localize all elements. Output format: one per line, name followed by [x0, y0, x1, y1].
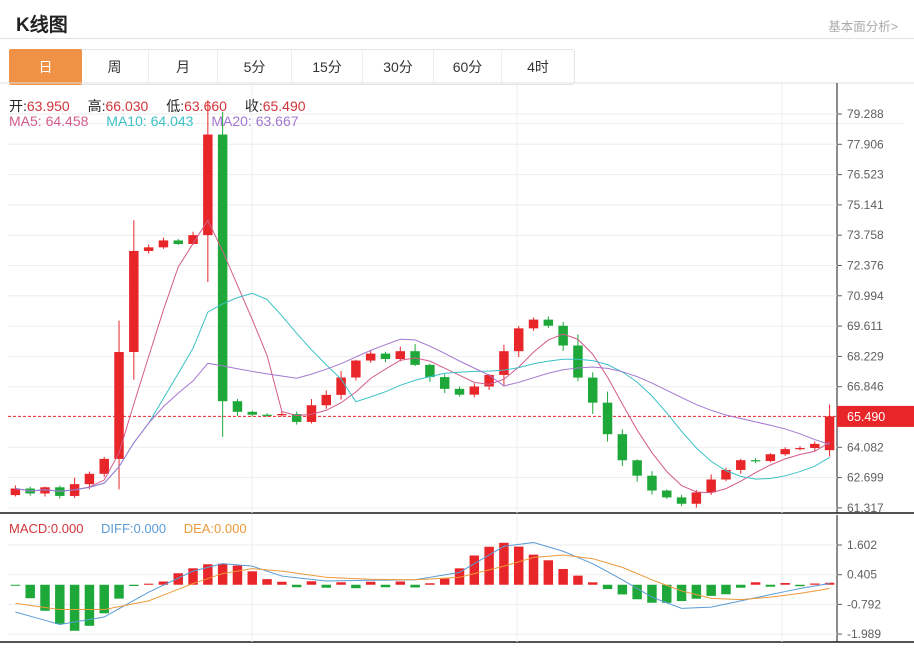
svg-text:68.229: 68.229 — [847, 349, 884, 363]
svg-text:64.082: 64.082 — [847, 440, 884, 454]
svg-text:77.906: 77.906 — [847, 137, 884, 151]
svg-text:61.317: 61.317 — [847, 501, 884, 515]
svg-text:70.994: 70.994 — [847, 289, 884, 303]
svg-text:-1.989: -1.989 — [847, 627, 881, 641]
svg-text:73.758: 73.758 — [847, 228, 884, 242]
svg-text:79.288: 79.288 — [847, 107, 884, 121]
svg-text:-0.792: -0.792 — [847, 597, 881, 611]
svg-text:62.699: 62.699 — [847, 471, 884, 485]
svg-text:72.376: 72.376 — [847, 258, 884, 272]
svg-text:66.846: 66.846 — [847, 380, 884, 394]
svg-text:1.602: 1.602 — [847, 538, 877, 552]
svg-text:0.405: 0.405 — [847, 568, 877, 582]
svg-text:75.141: 75.141 — [847, 198, 884, 212]
svg-text:76.523: 76.523 — [847, 168, 884, 182]
svg-text:65.490: 65.490 — [847, 410, 885, 424]
svg-text:69.611: 69.611 — [847, 319, 883, 333]
